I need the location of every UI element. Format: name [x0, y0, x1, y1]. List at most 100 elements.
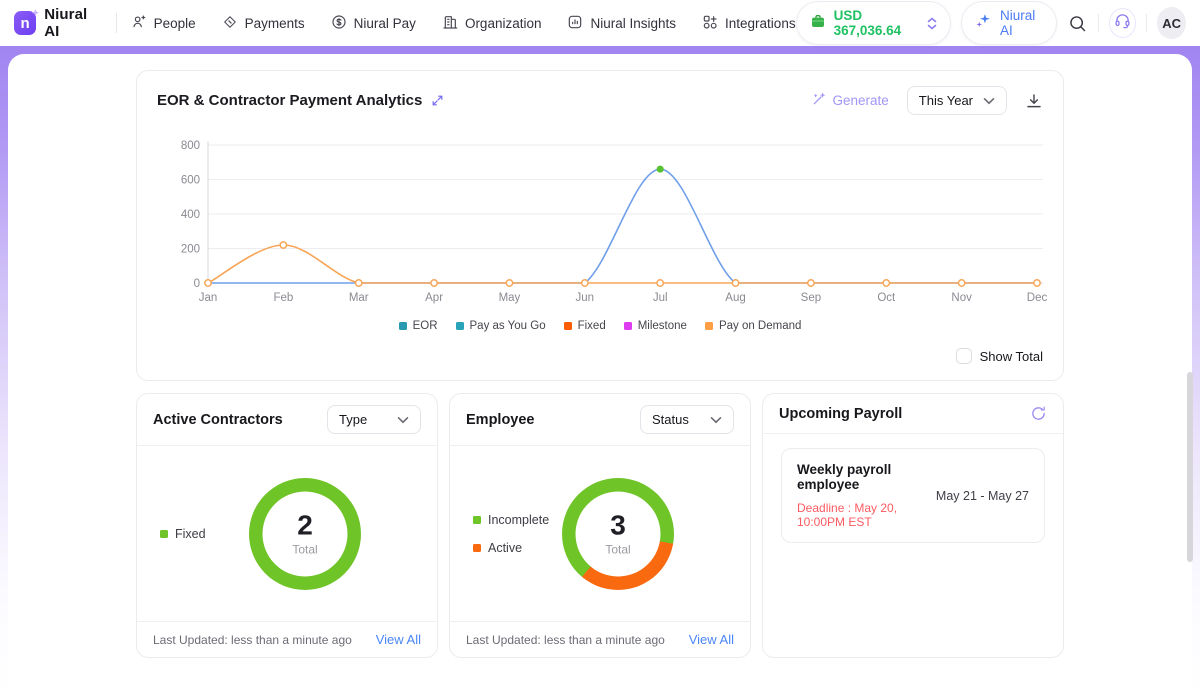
- employee-status-select[interactable]: Status: [640, 405, 734, 434]
- svg-text:Jan: Jan: [199, 292, 218, 304]
- legend-item[interactable]: EOR: [399, 320, 438, 332]
- niural-ai-button[interactable]: Niural AI: [961, 1, 1057, 45]
- headset-icon: [1114, 12, 1131, 34]
- balance-selector[interactable]: USD 367,036.64: [796, 1, 951, 45]
- show-total-row: Show Total: [137, 332, 1063, 380]
- svg-text:Sep: Sep: [801, 292, 821, 304]
- legend-swatch: [624, 322, 632, 330]
- svg-text:Aug: Aug: [725, 292, 745, 304]
- search-button[interactable]: [1067, 13, 1088, 34]
- navbar-right: USD 367,036.64 Niural AI AC: [796, 1, 1186, 45]
- wallet-icon: [810, 13, 826, 34]
- legend-label: Milestone: [638, 320, 687, 332]
- legend-item[interactable]: Pay on Demand: [705, 320, 801, 332]
- legend-item[interactable]: Milestone: [624, 320, 687, 332]
- brand[interactable]: n✦ Niural AI: [14, 6, 102, 40]
- contractors-total-label: Total: [292, 542, 317, 556]
- payroll-item[interactable]: Weekly payroll employee Deadline : May 2…: [781, 448, 1045, 543]
- employee-total-label: Total: [605, 542, 630, 556]
- legend-item[interactable]: Fixed: [564, 320, 606, 332]
- magic-wand-icon: [811, 91, 827, 110]
- payroll-item-deadline: Deadline : May 20, 10:00PM EST: [797, 501, 924, 529]
- top-navbar: n✦ Niural AI People Payments Niural Pay …: [0, 0, 1200, 46]
- nav-item-integrations[interactable]: Integrations: [702, 14, 796, 33]
- legend-label: EOR: [413, 320, 438, 332]
- legend-swatch: [564, 322, 572, 330]
- upcoming-payroll-title: Upcoming Payroll: [779, 406, 902, 422]
- svg-text:400: 400: [181, 209, 200, 221]
- legend-label: Pay on Demand: [719, 320, 801, 332]
- active-contractors-title: Active Contractors: [153, 412, 283, 428]
- svg-text:Mar: Mar: [349, 292, 369, 304]
- nav-item-payments[interactable]: Payments: [222, 14, 305, 33]
- nav-item-niural-pay[interactable]: Niural Pay: [331, 14, 416, 33]
- legend-swatch: [399, 322, 407, 330]
- svg-text:Feb: Feb: [273, 292, 293, 304]
- user-avatar[interactable]: AC: [1157, 7, 1186, 39]
- range-select[interactable]: This Year: [907, 86, 1007, 115]
- insights-icon: [567, 14, 583, 33]
- svg-text:600: 600: [181, 175, 200, 187]
- legend-label: Pay as You Go: [470, 320, 546, 332]
- legend-swatch: [456, 322, 464, 330]
- svg-text:Dec: Dec: [1027, 292, 1048, 304]
- svg-text:Apr: Apr: [425, 292, 443, 304]
- nav-item-organization[interactable]: Organization: [442, 14, 542, 33]
- nav-item-niural-insights[interactable]: Niural Insights: [567, 14, 676, 33]
- analytics-title: EOR & Contractor Payment Analytics: [157, 92, 422, 109]
- expand-icon[interactable]: [431, 94, 444, 107]
- legend-label: Active: [488, 541, 522, 555]
- employee-legend: Incomplete Active: [473, 513, 549, 555]
- employee-title: Employee: [466, 412, 535, 428]
- analytics-card: EOR & Contractor Payment Analytics Gener…: [136, 70, 1064, 381]
- show-total-label: Show Total: [980, 349, 1043, 364]
- contractors-type-select[interactable]: Type: [327, 405, 421, 434]
- legend-item[interactable]: Pay as You Go: [456, 320, 546, 332]
- upcoming-payroll-card: Upcoming Payroll Weekly payroll employee…: [762, 393, 1064, 658]
- niural-logo-icon: n✦: [14, 11, 36, 35]
- employee-card: Employee Status Incomplete Active 3 Total: [449, 393, 751, 658]
- donut-legend-item: Fixed: [160, 527, 206, 541]
- svg-text:Jun: Jun: [576, 292, 595, 304]
- contractors-total: 2: [297, 511, 313, 539]
- balance-amount: USD 367,036.64: [834, 8, 919, 38]
- employee-total: 3: [610, 511, 626, 539]
- svg-text:Oct: Oct: [877, 292, 896, 304]
- scrollbar-thumb[interactable]: [1187, 372, 1193, 562]
- active-contractors-card: Active Contractors Type Fixed 2 Total: [136, 393, 438, 658]
- svg-text:800: 800: [181, 140, 200, 152]
- svg-text:0: 0: [194, 278, 200, 290]
- brand-name: Niural AI: [44, 6, 101, 40]
- employee-view-all-link[interactable]: View All: [689, 632, 734, 647]
- legend-label: Fixed: [578, 320, 606, 332]
- integrations-icon: [702, 14, 718, 33]
- legend-swatch: [473, 544, 481, 552]
- chevron-down-icon: [710, 412, 722, 427]
- people-icon: [131, 14, 147, 33]
- contractors-donut-chart: 2 Total: [249, 478, 361, 590]
- divider: [116, 13, 117, 33]
- support-button[interactable]: [1109, 8, 1136, 38]
- sparkles-icon: [975, 12, 992, 34]
- payments-icon: [222, 14, 238, 33]
- divider: [1146, 14, 1147, 32]
- chevron-up-down-icon: [927, 17, 937, 30]
- payment-analytics-chart: 0200400600800JanFebMarAprMayJunJulAugSep…: [137, 125, 1063, 332]
- nav-item-people[interactable]: People: [131, 14, 196, 33]
- page-background: EOR & Contractor Payment Analytics Gener…: [0, 46, 1200, 694]
- main-nav: People Payments Niural Pay Organization …: [131, 14, 796, 33]
- contractors-legend: Fixed: [160, 527, 206, 541]
- legend-swatch: [473, 516, 481, 524]
- download-button[interactable]: [1025, 92, 1043, 110]
- contractors-view-all-link[interactable]: View All: [376, 632, 421, 647]
- refresh-button[interactable]: [1030, 405, 1047, 422]
- generate-button[interactable]: Generate: [811, 91, 889, 110]
- niural-ai-button-label: Niural AI: [1000, 8, 1043, 38]
- svg-text:Jul: Jul: [653, 292, 668, 304]
- main-panel: EOR & Contractor Payment Analytics Gener…: [8, 54, 1192, 700]
- contractors-last-updated: Last Updated: less than a minute ago: [153, 633, 352, 647]
- niural-pay-icon: [331, 14, 347, 33]
- chevron-down-icon: [397, 412, 409, 427]
- show-total-checkbox[interactable]: [956, 348, 972, 364]
- legend-label: Incomplete: [488, 513, 549, 527]
